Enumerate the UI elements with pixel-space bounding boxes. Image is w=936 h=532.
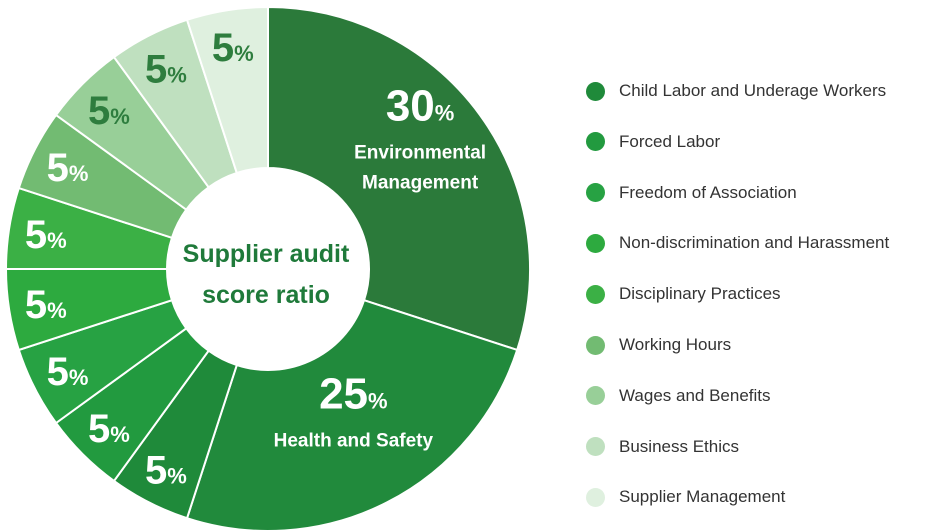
slice-supplier-management	[185, 5, 269, 175]
legend-item-freedom-of-association: Freedom of Association	[586, 178, 797, 208]
legend-item-child-labor-and-underage-workers: Child Labor and Underage Workers	[586, 76, 886, 106]
legend-item-business-ethics: Business Ethics	[586, 432, 739, 462]
legend-label: Working Hours	[619, 335, 732, 354]
legend-label: Supplier Management	[619, 487, 786, 507]
percent-label-forced-labor: 5%	[88, 407, 130, 451]
legend-swatch	[586, 437, 605, 457]
legend-swatch	[586, 284, 605, 304]
percent-label-supplier-management: 5%	[212, 26, 254, 70]
center-title-line-2: score ratio	[202, 281, 330, 309]
legend-label: Freedom of Association	[619, 182, 797, 202]
legend-swatch	[586, 233, 605, 253]
legend-item-supplier-management: Supplier Management	[586, 482, 785, 512]
percent-label-wages-and-benefits: 5%	[88, 89, 130, 133]
legend-swatch	[586, 183, 605, 203]
legend-label: Wages and Benefits	[619, 385, 771, 405]
legend-swatch	[586, 335, 605, 355]
percent-label-working-hours: 5%	[47, 146, 89, 190]
percent-label-non-discrimination-and-harassment: 5%	[25, 283, 67, 327]
segment-label-environmental-management-2: Management	[362, 172, 479, 193]
percent-label-business-ethics: 5%	[145, 48, 187, 92]
percent-labels: 30% 25% 5% 5% 5% 5% 5% 5% 5% 5% 5%	[25, 26, 454, 493]
legend-label: Forced Labor	[619, 131, 721, 151]
legend-label: Child Labor and Underage Workers	[619, 81, 887, 100]
segment-labels: Environmental Management Health and Safety	[274, 142, 486, 451]
legend-item-forced-labor: Forced Labor	[586, 127, 720, 157]
percent-label-child-labor-and-underage-workers: 5%	[145, 448, 187, 492]
percent-label-health-and-safety: 25%	[319, 370, 388, 419]
legend-item-disciplinary-practices: Disciplinary Practices	[586, 279, 781, 309]
percent-label-freedom-of-association: 5%	[47, 350, 89, 394]
legend-item-non-discrimination-and-harassment: Non-discrimination and Harassment	[586, 228, 889, 258]
donut-slices	[4, 5, 531, 532]
slice-health-and-safety	[185, 298, 519, 532]
legend-swatch	[586, 487, 605, 507]
slice-environmental-management	[267, 5, 531, 352]
legend-label: Non-discrimination and Harassment	[619, 233, 890, 253]
legend-swatch	[586, 81, 605, 101]
segment-label-health-and-safety-1: Health and Safety	[274, 431, 434, 452]
legend-label: Business Ethics	[619, 436, 739, 456]
segment-label-environmental-management-1: Environmental	[354, 142, 486, 163]
legend-item-wages-and-benefits: Wages and Benefits	[586, 381, 771, 411]
percent-label-environmental-management: 30%	[386, 81, 455, 130]
legend-swatch	[586, 132, 605, 152]
legend-item-working-hours: Working Hours	[586, 330, 731, 360]
legend-swatch	[586, 386, 605, 406]
legend-label: Disciplinary Practices	[619, 284, 781, 304]
center-title-line-1: Supplier audit	[183, 240, 350, 268]
percent-label-disciplinary-practices: 5%	[25, 213, 67, 257]
